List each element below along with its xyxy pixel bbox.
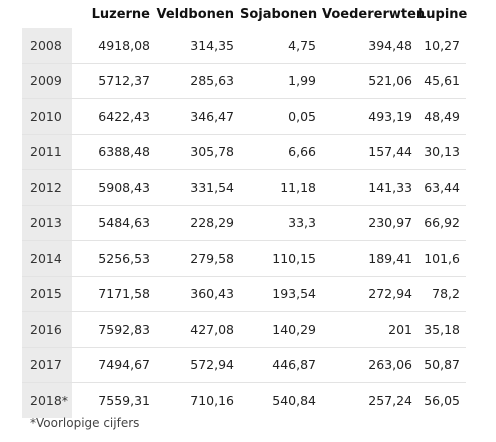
lupine-cell: 101,6 <box>418 240 466 276</box>
sojabonen-cell: 0,05 <box>240 98 322 134</box>
year-cell: 2009 <box>22 62 72 99</box>
veldbonen-cell: 228,29 <box>156 204 240 241</box>
veldbonen-cell: 346,47 <box>156 98 240 134</box>
table-row: 2014 5256,53 279,58 110,15 189,41 101,6 <box>22 240 466 276</box>
veldbonen-cell: 572,94 <box>156 346 240 383</box>
lupine-cell: 56,05 <box>418 382 466 418</box>
column-header-voedererwten: Voedererwten <box>322 6 426 22</box>
luzerne-cell: 5712,37 <box>72 62 156 99</box>
voedererwten-cell: 141,33 <box>322 169 418 205</box>
sojabonen-cell: 11,18 <box>240 169 322 205</box>
sojabonen-cell: 540,84 <box>240 382 322 418</box>
table-row: 2010 6422,43 346,47 0,05 493,19 48,49 <box>22 98 466 134</box>
table-row: 2013 5484,63 228,29 33,3 230,97 66,92 <box>22 204 466 241</box>
luzerne-cell: 7494,67 <box>72 346 156 383</box>
year-cell: 2017 <box>22 346 72 383</box>
year-cell: 2012 <box>22 169 72 205</box>
table-row: 2017 7494,67 572,94 446,87 263,06 50,87 <box>22 346 466 383</box>
voedererwten-cell: 189,41 <box>322 240 418 276</box>
column-header-luzerne: Luzerne <box>91 6 150 22</box>
column-header-lupine: Lupine <box>418 6 468 22</box>
luzerne-cell: 6388,48 <box>72 133 156 170</box>
voedererwten-cell: 263,06 <box>322 346 418 383</box>
header-row: Luzerne Veldbonen Sojabonen Voedererwten… <box>22 0 468 28</box>
veldbonen-cell: 360,43 <box>156 275 240 312</box>
table-body: 2008 4918,08 314,35 4,75 394,48 10,27 2009 5712… <box>22 28 466 418</box>
sojabonen-cell: 193,54 <box>240 275 322 312</box>
lupine-cell: 66,92 <box>418 204 466 241</box>
veldbonen-cell: 314,35 <box>190 37 234 53</box>
year-cell: 2016 <box>22 311 72 347</box>
sojabonen-cell: 4,75 <box>288 37 316 53</box>
table-row: 2016 7592,83 427,08 140,29 201 35,18 <box>22 311 466 347</box>
luzerne-cell: 7171,58 <box>72 275 156 312</box>
year-cell: 2013 <box>22 204 72 241</box>
lupine-cell: 10,27 <box>424 37 460 53</box>
table-row: 2011 6388,48 305,78 6,66 157,44 30,13 <box>22 133 466 170</box>
table-row: 2009 5712,37 285,63 1,99 521,06 45,61 <box>22 62 466 99</box>
voedererwten-cell: 394,48 <box>368 37 412 53</box>
sojabonen-cell: 110,15 <box>240 240 322 276</box>
lupine-cell: 30,13 <box>418 133 466 170</box>
luzerne-cell: 5484,63 <box>72 204 156 241</box>
veldbonen-cell: 285,63 <box>156 62 240 99</box>
data-table: Luzerne Veldbonen Sojabonen Voedererwten… <box>22 0 468 418</box>
column-header-sojabonen: Sojabonen <box>240 6 318 22</box>
sojabonen-cell: 33,3 <box>240 204 322 241</box>
year-cell: 2014 <box>22 240 72 276</box>
luzerne-cell: 7592,83 <box>72 311 156 347</box>
luzerne-cell: 5256,53 <box>72 240 156 276</box>
veldbonen-cell: 331,54 <box>156 169 240 205</box>
luzerne-cell: 6422,43 <box>72 98 156 134</box>
voedererwten-cell: 257,24 <box>322 382 418 418</box>
voedererwten-cell: 201 <box>322 311 418 347</box>
veldbonen-cell: 710,16 <box>156 382 240 418</box>
veldbonen-cell: 427,08 <box>156 311 240 347</box>
table-row: 2018* 7559,31 710,16 540,84 257,24 56,05 <box>22 382 466 418</box>
lupine-cell: 35,18 <box>418 311 466 347</box>
year-cell: 2008 <box>22 28 72 63</box>
year-cell: 2011 <box>22 133 72 170</box>
veldbonen-cell: 305,78 <box>156 133 240 170</box>
lupine-cell: 48,49 <box>418 98 466 134</box>
veldbonen-cell: 279,58 <box>156 240 240 276</box>
sojabonen-cell: 1,99 <box>240 62 322 99</box>
lupine-cell: 78,2 <box>418 275 466 312</box>
luzerne-cell: 4918,08 <box>98 37 150 53</box>
luzerne-cell: 5908,43 <box>72 169 156 205</box>
column-header-year <box>22 0 72 28</box>
table-row: 2008 4918,08 314,35 4,75 394,48 10,27 <box>22 28 466 63</box>
column-header-veldbonen: Veldbonen <box>156 6 235 22</box>
year-cell: 2015 <box>22 275 72 312</box>
sojabonen-cell: 6,66 <box>240 133 322 170</box>
footnote: *Voorlopige cijfers <box>30 416 140 430</box>
sojabonen-cell: 140,29 <box>240 311 322 347</box>
voedererwten-cell: 272,94 <box>322 275 418 312</box>
sojabonen-cell: 446,87 <box>240 346 322 383</box>
year-cell: 2010 <box>22 98 72 134</box>
lupine-cell: 63,44 <box>418 169 466 205</box>
lupine-cell: 45,61 <box>418 62 466 99</box>
luzerne-cell: 7559,31 <box>72 382 156 418</box>
voedererwten-cell: 493,19 <box>322 98 418 134</box>
voedererwten-cell: 230,97 <box>322 204 418 241</box>
lupine-cell: 50,87 <box>418 346 466 383</box>
voedererwten-cell: 157,44 <box>322 133 418 170</box>
voedererwten-cell: 521,06 <box>322 62 418 99</box>
table-row: 2015 7171,58 360,43 193,54 272,94 78,2 <box>22 275 466 312</box>
table-row: 2012 5908,43 331,54 11,18 141,33 63,44 <box>22 169 466 205</box>
year-cell: 2018* <box>22 382 72 418</box>
